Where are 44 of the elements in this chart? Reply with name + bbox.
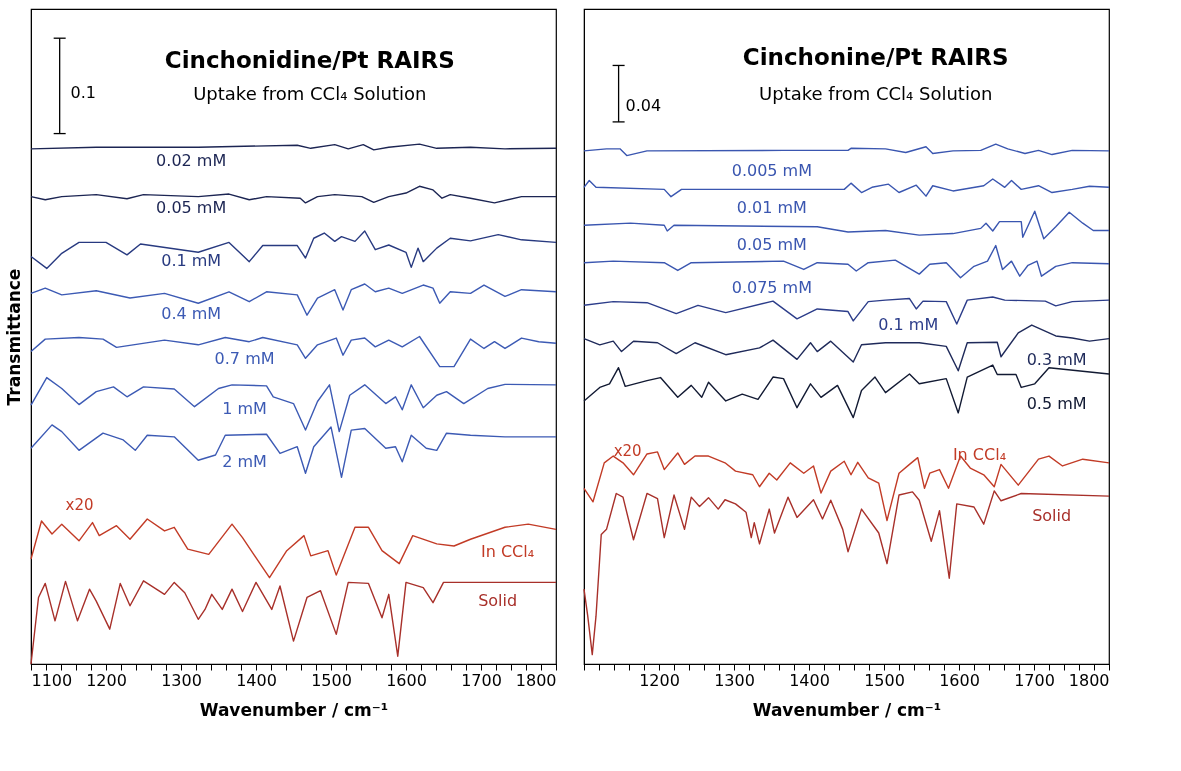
- series-label: 1 mM: [222, 399, 267, 419]
- x-tick-label: 1800: [515, 670, 557, 690]
- series-label: 0.3 mM: [1026, 350, 1087, 370]
- y-axis-title: Transmittance: [3, 268, 24, 406]
- series-label: 0.4 mM: [161, 303, 222, 323]
- x-tick-label: 1600: [939, 670, 980, 690]
- series-label: 0.075 mM: [731, 278, 812, 298]
- x-tick-label: 1400: [789, 670, 830, 690]
- chart-subtitle: Uptake from CCl₄ Solution: [193, 82, 427, 104]
- annotation: x20: [613, 441, 642, 460]
- series-label: 0.02 mM: [156, 150, 227, 170]
- chart-subtitle: Uptake from CCl₄ Solution: [759, 82, 993, 104]
- series-label: In CCl₄: [480, 542, 535, 562]
- x-tick-label: 1500: [864, 670, 905, 690]
- series-label: Solid: [1032, 506, 1072, 526]
- x-tick-label: 1700: [1014, 670, 1055, 690]
- x-tick-label: 1200: [639, 670, 680, 690]
- x-axis-title: Wavenumber / cm⁻¹: [199, 699, 389, 720]
- series-label: 0.005 mM: [731, 160, 812, 180]
- x-tick-label: 1600: [386, 670, 427, 690]
- series-label: 0.1 mM: [161, 251, 222, 271]
- series-label: 0.05 mM: [736, 234, 807, 254]
- x-tick-label: 1800: [1068, 670, 1110, 690]
- series-label: 2 mM: [222, 451, 267, 471]
- x-tick-label: 1300: [161, 670, 202, 690]
- series-label: 0.01 mM: [736, 197, 807, 217]
- x-tick-label: 1500: [311, 670, 352, 690]
- x-tick-label: 1200: [86, 670, 127, 690]
- x-tick-label: 1700: [461, 670, 502, 690]
- series-label: 0.05 mM: [156, 197, 227, 217]
- series-label: 0.7 mM: [214, 349, 275, 369]
- x-tick-label: 1300: [714, 670, 755, 690]
- x-tick-label: 1400: [236, 670, 277, 690]
- series-label: 0.5 mM: [1026, 394, 1087, 414]
- series-label: In CCl₄: [952, 444, 1007, 464]
- text: 0.04: [625, 96, 662, 116]
- chart-title: Cinchonidine/Pt RAIRS: [164, 46, 455, 73]
- x-tick-label: 1100: [31, 670, 73, 690]
- series-label: Solid: [478, 590, 518, 610]
- text: 0.1: [70, 82, 96, 102]
- series-label: 0.1 mM: [878, 315, 939, 335]
- annotation: x20: [65, 496, 94, 515]
- chart-title: Cinchonine/Pt RAIRS: [742, 43, 1009, 70]
- x-axis-title: Wavenumber / cm⁻¹: [752, 699, 942, 720]
